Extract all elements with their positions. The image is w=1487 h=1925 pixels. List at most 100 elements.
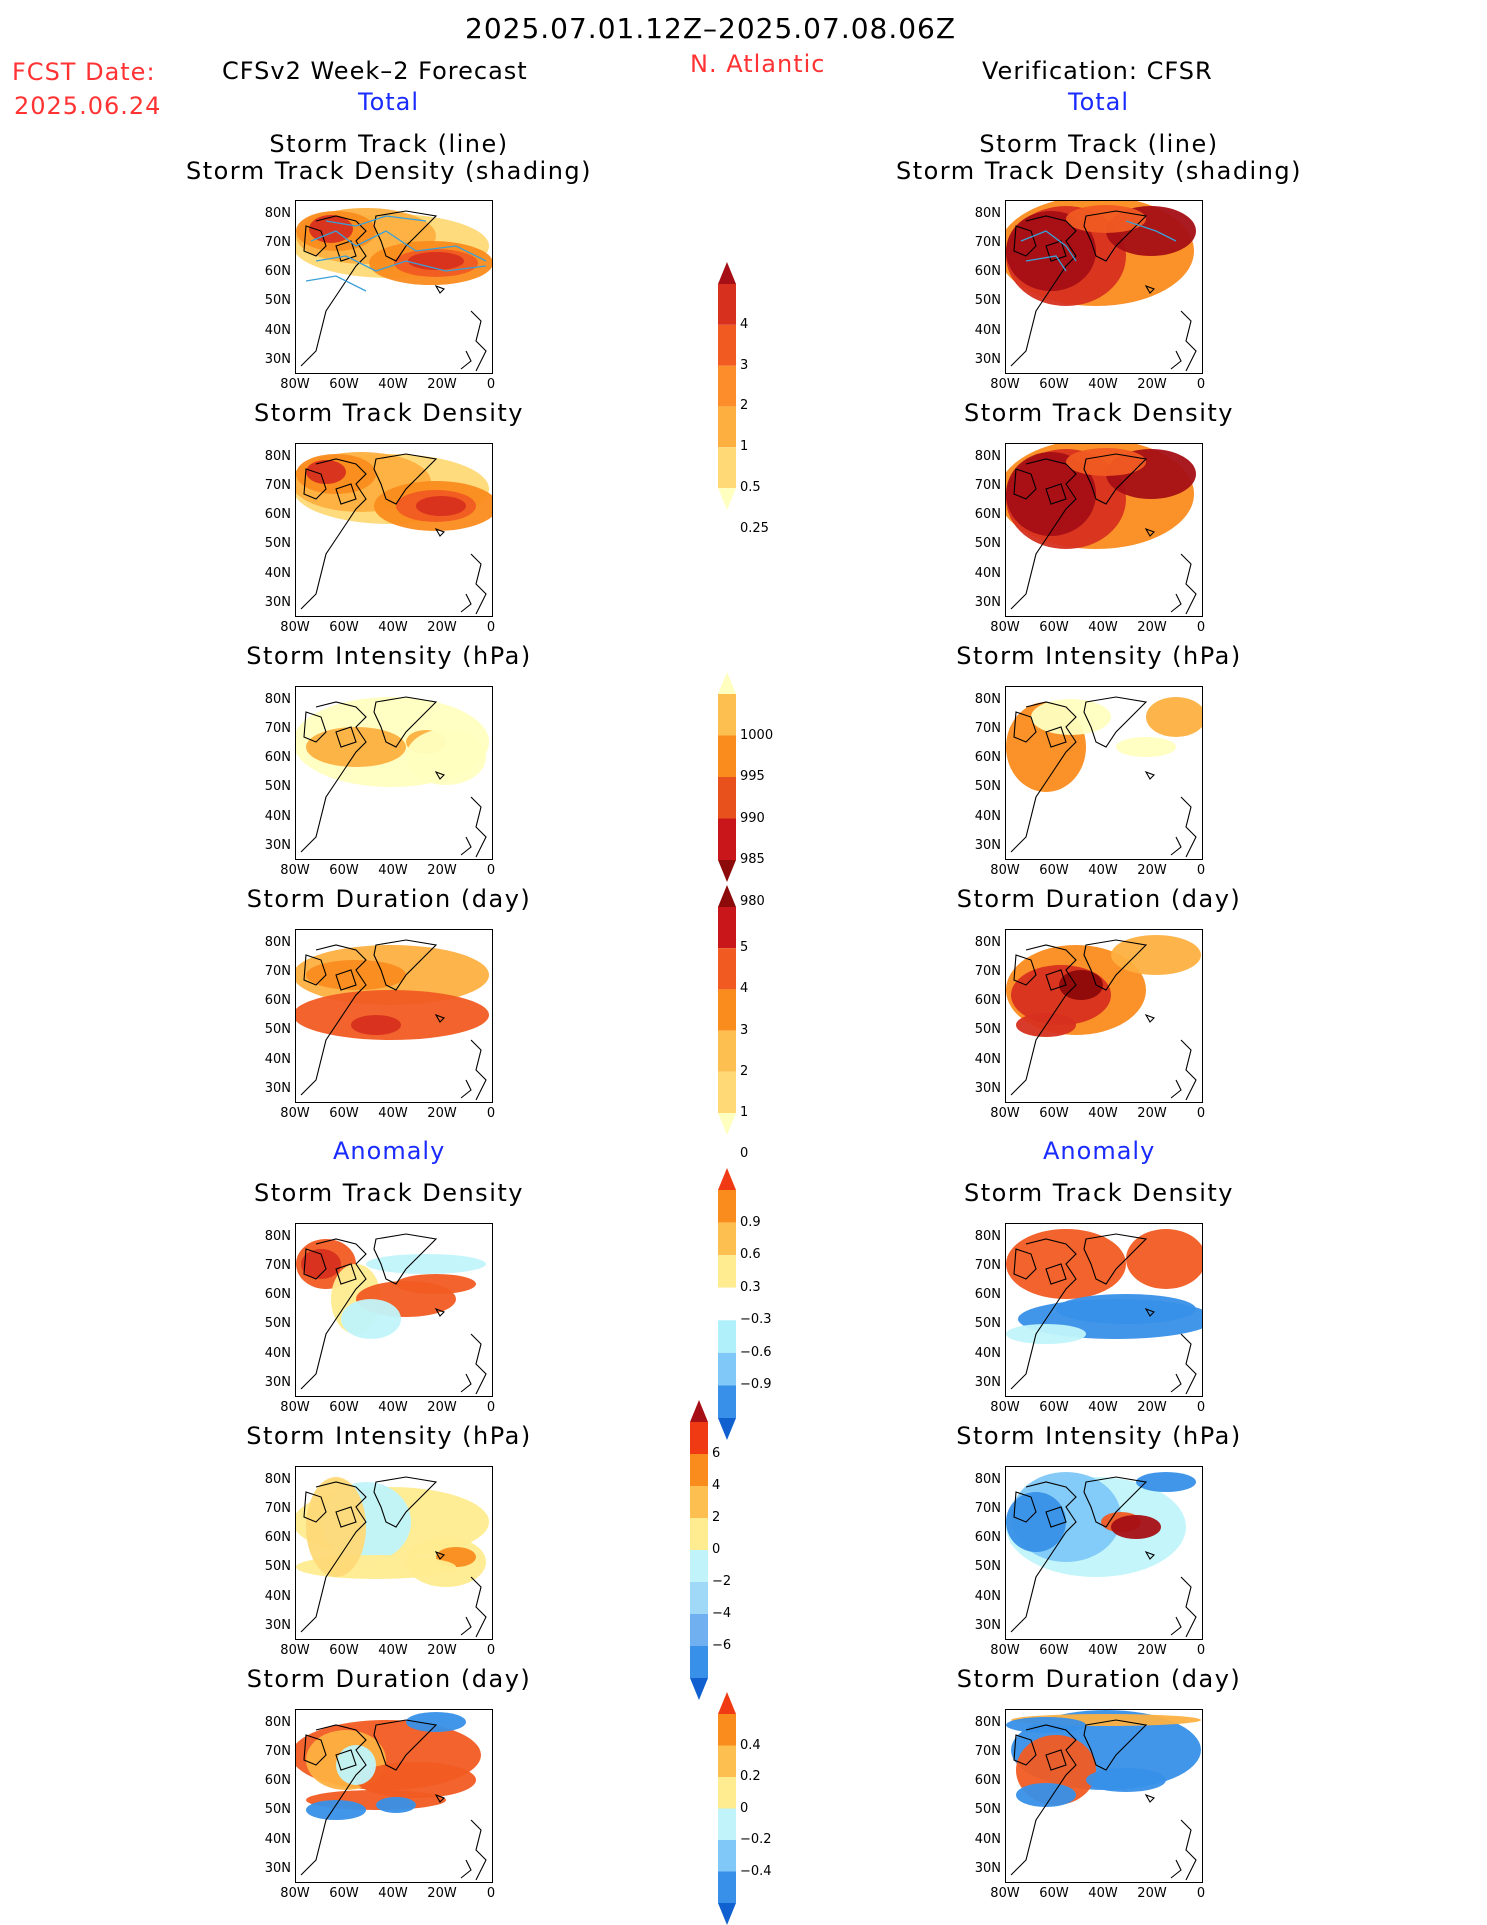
left-track-title: Storm Track (line) Storm Track Density (… <box>129 131 649 185</box>
lat-tick-label: 60N <box>974 507 1001 523</box>
lon-tick-label: 80W <box>990 863 1020 878</box>
coastline <box>373 1233 438 1285</box>
colorbar-swatch <box>718 735 736 777</box>
coastline <box>460 1616 472 1636</box>
coastline <box>1170 1373 1182 1393</box>
coastline <box>1170 1859 1182 1879</box>
lat-tick-label: 50N <box>974 1022 1001 1038</box>
field-blob <box>306 1800 366 1820</box>
coastline <box>1083 210 1148 262</box>
colorbar-swatch <box>718 1745 736 1777</box>
coastline <box>434 1550 445 1560</box>
coastline <box>1045 1263 1067 1285</box>
lat-tick-label: 50N <box>264 1316 291 1332</box>
coastline <box>1013 468 1037 500</box>
coastline <box>434 770 445 780</box>
lon-tick-label: 60W <box>329 863 359 878</box>
coastline <box>1010 215 1077 367</box>
coastline <box>373 453 438 505</box>
colorbar-label: 2 <box>740 398 749 414</box>
coastline <box>300 1724 367 1876</box>
coastline <box>1144 284 1155 294</box>
right-map-0 <box>1006 201 1197 372</box>
lat-tick-label: 40N <box>974 1051 1001 1067</box>
colorbar-intensity <box>718 672 736 882</box>
colorbar-label: 2 <box>740 1063 749 1079</box>
coastline <box>1045 483 1067 505</box>
lat-tick-label: 70N <box>264 1744 291 1759</box>
field-blob <box>1116 737 1176 757</box>
lon-tick-label: 20W <box>427 1886 457 1901</box>
right-track-title: Storm Track (line) Storm Track Density (… <box>839 131 1359 185</box>
colorbar-swatch <box>718 694 736 736</box>
colorbar-label: 0.6 <box>740 1247 761 1263</box>
field-blob <box>306 960 406 990</box>
lon-tick-label: 40W <box>1088 377 1118 392</box>
field-blob <box>306 1477 366 1577</box>
lon-tick-label: 0 <box>486 1106 496 1121</box>
coastline <box>1170 1079 1182 1099</box>
field-blob <box>1066 205 1146 233</box>
right-map-panel-4 <box>1005 1223 1203 1397</box>
lon-tick-label: 0 <box>486 620 496 635</box>
lat-tick-label: 50N <box>974 536 1001 552</box>
lat-tick-label: 50N <box>974 1316 1001 1332</box>
coastline <box>1013 225 1037 257</box>
field-blob <box>396 1274 476 1294</box>
colorbar-label: −0.6 <box>740 1344 772 1360</box>
lon-tick-label: 20W <box>1137 1400 1167 1415</box>
coastline <box>1170 350 1182 370</box>
lat-tick-label: 60N <box>974 1773 1001 1789</box>
lon-tick-label: 60W <box>1039 863 1069 878</box>
right-anomaly-label: Anomaly <box>1043 1137 1156 1165</box>
colorbar-swatch <box>718 447 736 488</box>
lon-tick-label: 0 <box>486 1886 496 1901</box>
coastline <box>1083 696 1148 748</box>
colorbar-label: 0.3 <box>740 1279 761 1295</box>
lat-tick-label: 50N <box>264 293 291 309</box>
coastline <box>1045 969 1067 991</box>
lon-tick-label: 20W <box>1137 620 1167 635</box>
field-blob <box>416 496 466 516</box>
lon-tick-label: 0 <box>1196 377 1206 392</box>
field-blob <box>1111 1515 1161 1539</box>
lon-tick-label: 60W <box>1039 1643 1069 1658</box>
colorbar-label: −0.9 <box>740 1377 772 1393</box>
left-map-0 <box>296 208 492 372</box>
lat-tick-label: 60N <box>264 750 291 766</box>
lon-tick-label: 20W <box>1137 377 1167 392</box>
right-model-title: Verification: CFSR <box>982 57 1213 85</box>
lat-tick-label: 40N <box>974 1345 1001 1361</box>
lon-tick-label: 60W <box>329 1643 359 1658</box>
lon-tick-label: 60W <box>329 377 359 392</box>
colorbar-swatch <box>718 1714 736 1746</box>
field-blob <box>1006 211 1096 291</box>
lon-tick-label: 0 <box>1196 1400 1206 1415</box>
coastline <box>300 701 367 853</box>
colorbar-label: 0.5 <box>740 480 761 495</box>
colorbar-swatch <box>718 1190 736 1223</box>
lat-tick-label: 40N <box>974 565 1001 581</box>
left-map-5 <box>296 1476 489 1638</box>
field-blob <box>1086 1768 1166 1792</box>
coastline <box>1144 527 1155 537</box>
colorbar-swatch <box>718 1222 736 1256</box>
colorbar-density <box>718 262 736 510</box>
lat-tick-label: 60N <box>974 1530 1001 1546</box>
lat-tick-label: 70N <box>974 721 1001 736</box>
colorbar-swatch <box>718 777 736 819</box>
lat-tick-label: 40N <box>974 1588 1001 1604</box>
left-anom-intensity-title: Storm Intensity (hPa) <box>246 1422 532 1450</box>
coastline <box>300 944 367 1096</box>
lon-tick-label: 60W <box>329 1106 359 1121</box>
coastline <box>460 1859 472 1879</box>
field-blob <box>306 727 406 767</box>
lon-tick-label: 40W <box>378 1643 408 1658</box>
lat-tick-label: 50N <box>264 779 291 795</box>
right-track-title-line1: Storm Track (line) <box>979 130 1219 158</box>
lon-tick-label: 0 <box>1196 620 1206 635</box>
colorbar-label: −6 <box>712 1638 732 1653</box>
colorbar-duration <box>718 885 736 1135</box>
coastline <box>1144 1307 1155 1317</box>
colorbar-swatch <box>718 907 736 949</box>
